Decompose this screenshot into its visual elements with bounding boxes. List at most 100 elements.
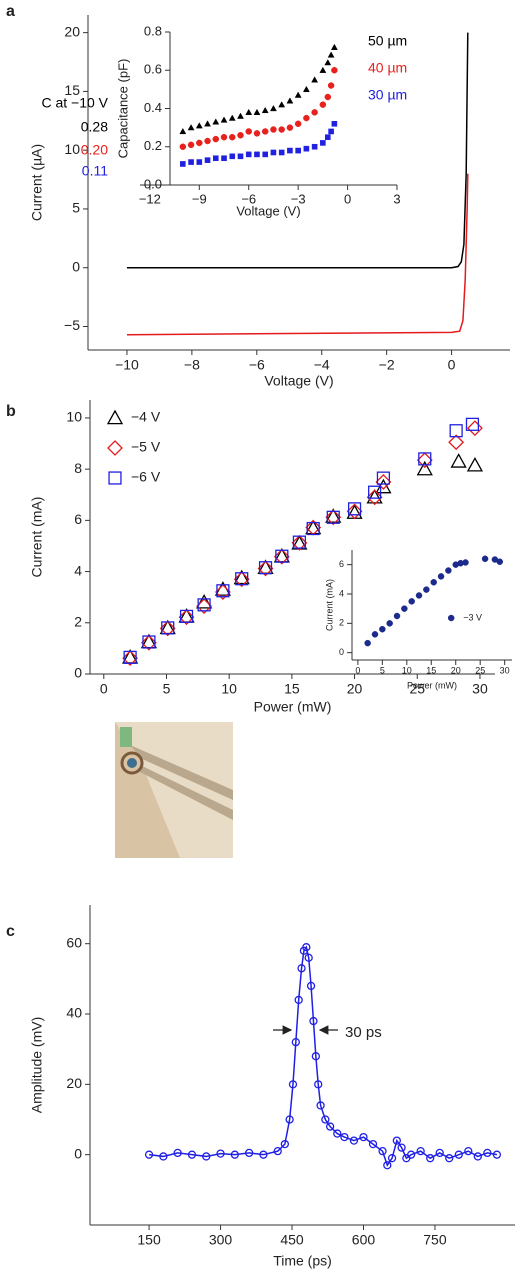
marker: [259, 1150, 268, 1159]
marker: [235, 572, 249, 586]
x-tick-label: −8: [184, 357, 200, 373]
marker: [306, 981, 316, 991]
marker: [327, 51, 335, 58]
y-tick-label: 6: [74, 511, 82, 527]
marker: [346, 504, 363, 519]
marker: [311, 109, 318, 116]
marker: [346, 503, 363, 520]
marker: [364, 639, 371, 647]
marker: [254, 151, 260, 158]
marker: [291, 535, 308, 550]
marker: [294, 995, 303, 1005]
marker: [492, 1150, 502, 1159]
marker: [244, 1148, 254, 1158]
marker: [311, 76, 319, 83]
marker: [418, 452, 432, 466]
marker: [286, 97, 294, 104]
marker: [383, 1161, 392, 1170]
series-line: [126, 32, 469, 269]
x-tick-label: 25: [409, 681, 425, 697]
x-axis-label: Voltage (V): [264, 373, 333, 389]
marker: [311, 143, 318, 150]
marker: [258, 561, 273, 575]
y-tick-label: −5: [64, 317, 80, 333]
x-tick-label: 0: [355, 665, 360, 675]
y-tick-label: 0: [72, 258, 80, 274]
marker: [202, 1152, 211, 1161]
y-tick-label: 0: [339, 647, 344, 657]
marker: [464, 1147, 473, 1156]
marker: [196, 159, 203, 165]
marker: [366, 488, 383, 504]
legend-label: −3 V: [463, 612, 482, 622]
marker: [245, 128, 252, 135]
marker: [483, 1148, 492, 1158]
marker: [221, 155, 227, 162]
x-tick-label: 0: [100, 681, 108, 697]
marker: [270, 149, 277, 156]
x-tick-label: −3: [291, 191, 306, 206]
y-tick-label: 0.0: [144, 176, 162, 191]
y-tick-label: 0: [74, 1145, 82, 1161]
annotation: 0.28: [81, 119, 108, 135]
marker: [142, 635, 156, 649]
marker: [237, 112, 244, 119]
marker: [286, 124, 294, 131]
marker: [245, 151, 252, 158]
x-axis-label: Time (ps): [273, 1253, 332, 1269]
marker: [325, 508, 342, 523]
x-tick-label: 5: [380, 665, 385, 675]
x-axis-label: Power (mW): [407, 680, 457, 690]
marker: [288, 1080, 298, 1089]
marker: [462, 559, 469, 566]
marker: [196, 598, 213, 615]
marker: [387, 1154, 397, 1163]
marker: [220, 133, 228, 141]
y-tick-label: 0.2: [144, 138, 162, 153]
marker: [368, 485, 382, 499]
marker: [331, 67, 338, 74]
marker: [230, 1150, 239, 1159]
marker: [325, 1122, 335, 1131]
x-tick-label: −12: [139, 191, 161, 206]
legend-marker: [447, 614, 455, 622]
x-tick-label: 30: [472, 681, 488, 697]
legend-label: −6 V: [131, 469, 161, 485]
marker: [319, 66, 327, 73]
marker: [123, 650, 137, 664]
x-tick-label: 600: [352, 1232, 376, 1248]
y-tick-label: 5: [72, 200, 80, 216]
y-tick-label: 10: [66, 409, 82, 425]
marker: [228, 114, 236, 121]
marker: [330, 43, 338, 50]
legend-marker: [106, 409, 124, 425]
marker: [197, 598, 211, 612]
legend-label: −5 V: [131, 439, 161, 455]
marker: [159, 620, 176, 637]
panel-label: c: [6, 923, 15, 940]
marker: [291, 1037, 300, 1047]
marker: [204, 120, 211, 127]
marker: [187, 141, 195, 149]
marker: [316, 1101, 325, 1110]
marker: [415, 592, 423, 599]
annotation: 0.11: [82, 163, 108, 179]
marker: [311, 1052, 320, 1061]
marker: [379, 625, 386, 633]
marker: [291, 534, 308, 551]
marker: [179, 609, 194, 623]
marker: [437, 573, 445, 580]
y-axis-label: Current (mA): [324, 579, 334, 631]
marker: [481, 555, 489, 563]
marker: [325, 134, 331, 140]
annotation: C at −10 V: [41, 95, 108, 111]
marker: [368, 1139, 378, 1149]
marker: [449, 424, 463, 438]
series-line: [126, 173, 469, 336]
marker: [376, 471, 391, 485]
y-tick-label: 20: [66, 1075, 82, 1091]
marker: [196, 139, 203, 147]
marker: [331, 121, 338, 127]
marker: [303, 145, 310, 152]
legend-marker: [107, 440, 123, 456]
